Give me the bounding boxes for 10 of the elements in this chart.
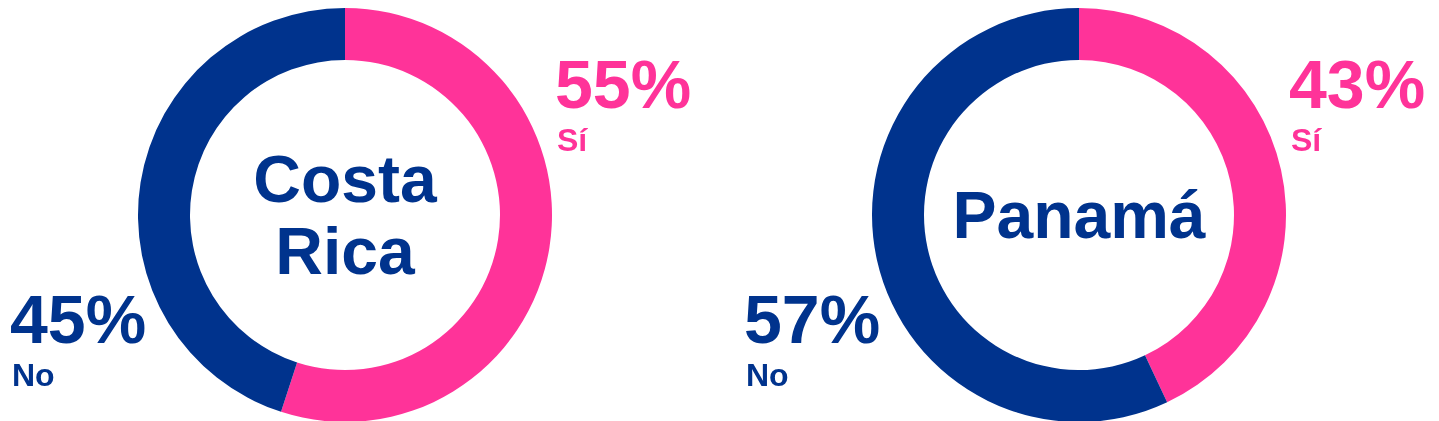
- slice-label: Sí: [1291, 122, 1323, 158]
- data-label: 55%: [555, 46, 692, 122]
- slice-label: Sí: [557, 122, 589, 158]
- text: Panamá: [952, 178, 1206, 252]
- text: Costa Rica: [253, 142, 438, 288]
- data-label: 43%: [1289, 46, 1426, 122]
- data-label: 45%: [10, 281, 147, 357]
- slice-label: No: [746, 357, 789, 393]
- data-label: 57%: [744, 281, 881, 357]
- slice-label: No: [12, 357, 55, 393]
